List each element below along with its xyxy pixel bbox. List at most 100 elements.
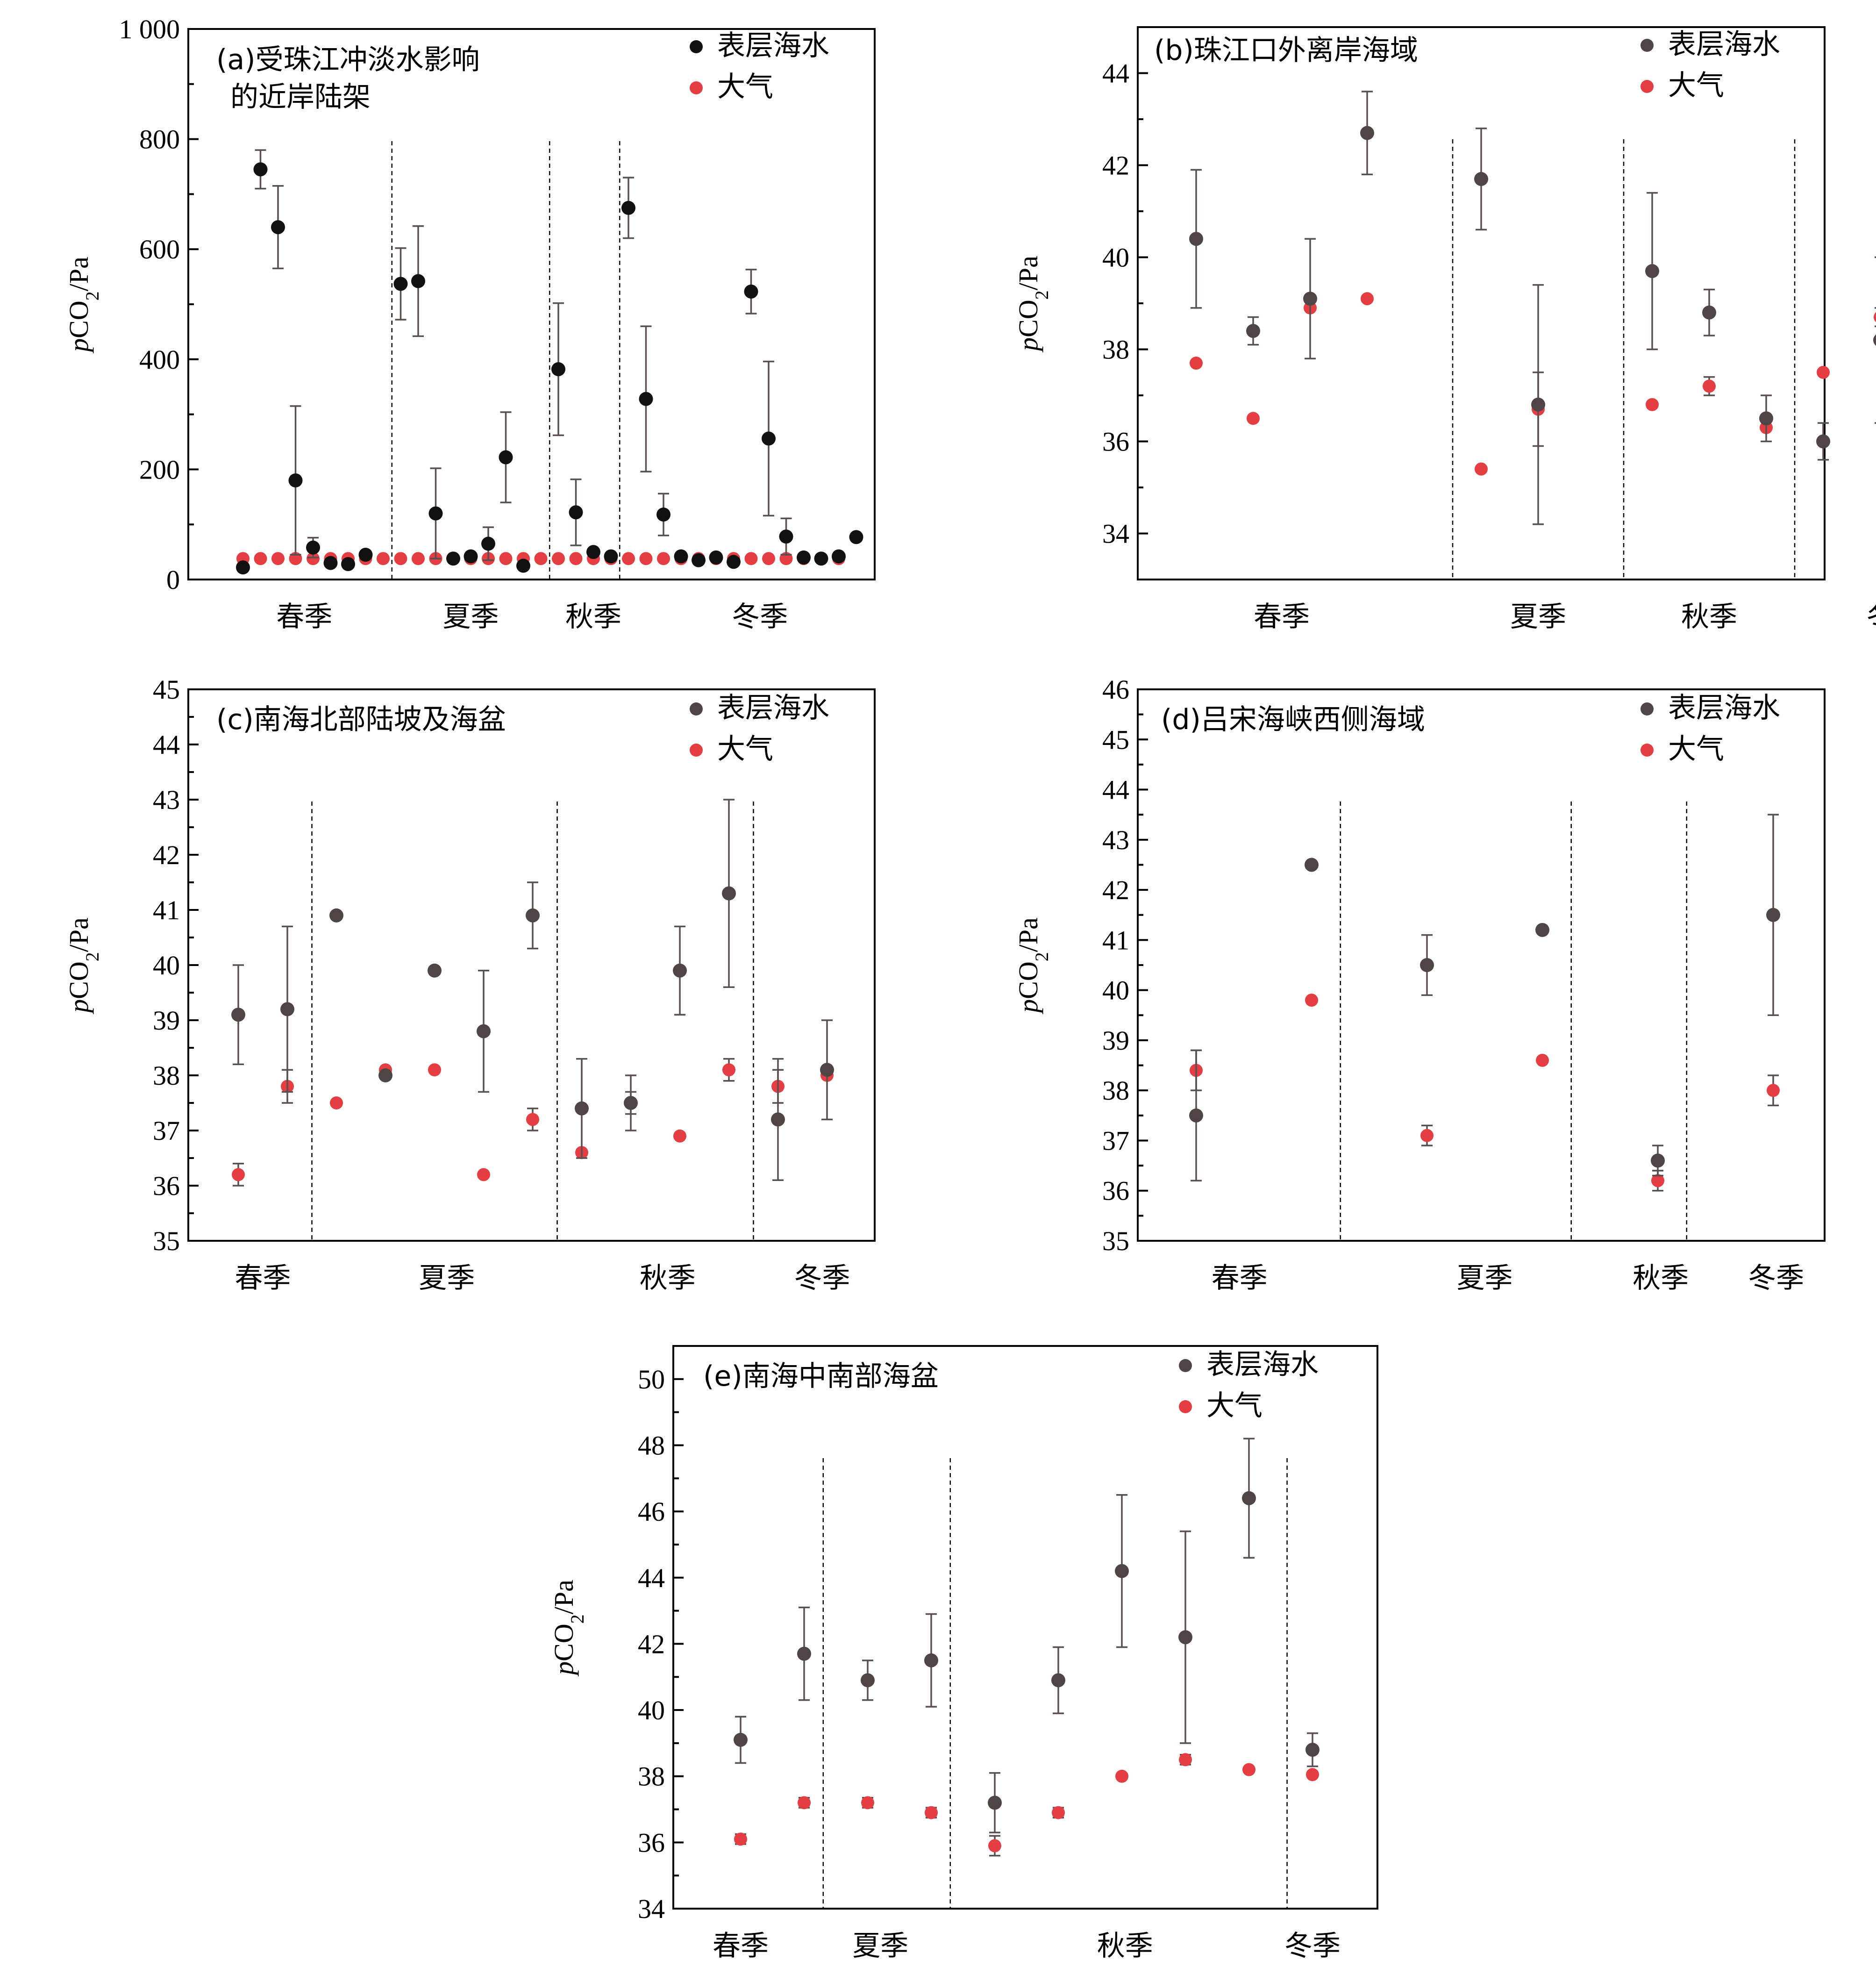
y-tick-label: 0: [166, 565, 180, 595]
air-point: [477, 1168, 490, 1181]
legend-entry: 表层海水: [1668, 28, 1780, 61]
seawater-point: [1115, 1564, 1129, 1578]
air-point: [988, 1839, 1001, 1853]
seawater-point: [727, 555, 741, 569]
y-tick-label: 36: [1102, 1176, 1129, 1206]
air-point: [394, 552, 407, 565]
y-tick-label: 45: [1102, 724, 1129, 755]
air-point: [377, 552, 390, 565]
seawater-point: [1189, 232, 1203, 246]
air-point: [657, 552, 670, 565]
air-point: [622, 552, 635, 565]
season-label: 秋季: [1633, 1262, 1689, 1295]
season-label: 夏季: [419, 1262, 475, 1295]
season-label: 春季: [713, 1930, 769, 1962]
panel-title: (b)珠江口外离岸海域: [1154, 34, 1418, 67]
y-tick-label: 42: [1102, 150, 1129, 181]
legend-entry: 大气: [717, 733, 773, 766]
season-label: 春季: [235, 1262, 291, 1295]
seawater-point: [481, 537, 495, 551]
y-tick-label: 46: [638, 1496, 665, 1527]
panel-b: 34 36 38 40 42 44 pCO2/Pa 春季 夏季 秋季 冬季 (b)珠江口外离岸海域 表层…: [1013, 26, 1876, 633]
y-axis-label: pCO2/Pa: [549, 1580, 588, 1677]
seawater-point: [861, 1673, 875, 1688]
season-label: 冬季: [1284, 1930, 1341, 1962]
y-tick-label: 40: [638, 1695, 665, 1725]
y-tick-label: 40: [153, 950, 180, 980]
seawater-point: [323, 556, 338, 570]
seawater-point: [673, 963, 687, 978]
air-point: [1817, 365, 1830, 379]
air-point: [499, 552, 513, 565]
panel-e: 34 36 38 40 42 44 46 48 50 pCO2/Pa 春季 夏季 秋季 冬季 (e)南海中南…: [549, 1345, 1378, 1962]
seawater-point: [832, 549, 846, 564]
air-point: [639, 552, 653, 565]
seawater-point: [734, 1732, 748, 1747]
seawater-point: [526, 908, 540, 923]
seawater-point: [722, 886, 736, 901]
air-point: [925, 1806, 938, 1819]
season-label: 秋季: [640, 1262, 696, 1295]
seawater-point: [411, 274, 425, 288]
seawater-point: [1420, 958, 1434, 972]
seawater-point: [1360, 126, 1374, 140]
seawater-point: [499, 450, 513, 465]
seawater-point: [428, 506, 443, 521]
plot-frame: [187, 688, 876, 1242]
y-tick-label: 37: [1102, 1125, 1129, 1156]
season-label: 冬季: [794, 1262, 850, 1295]
y-tick-label: 44: [638, 1563, 665, 1593]
legend-entry: 大气: [1668, 733, 1724, 766]
air-point: [1703, 379, 1716, 393]
seawater-point: [744, 284, 758, 299]
seawater-point: [1305, 858, 1319, 872]
y-tick-label: 34: [1102, 519, 1129, 549]
legend-marker: [1641, 39, 1654, 52]
air-point: [744, 552, 758, 565]
panel-d: 35 36 37 38 39 40 41 42 43 44 45 46 pCO2/Pa 春季 夏季 秋季 冬季 (…: [1013, 674, 1826, 1295]
seawater-point: [586, 545, 600, 559]
legend-entry: 表层海水: [1668, 692, 1780, 724]
seawater-point: [341, 557, 355, 572]
air-point: [734, 1832, 747, 1846]
seawater-point: [621, 200, 635, 215]
y-tick-label: 44: [1102, 58, 1129, 89]
season-label: 春季: [276, 601, 332, 633]
air-point: [1420, 1129, 1434, 1142]
seawater-point: [569, 505, 583, 520]
seawater-point: [1766, 908, 1780, 922]
seawater-point: [236, 560, 250, 575]
seawater-point: [779, 530, 793, 544]
seawater-point: [849, 530, 863, 544]
seawater-point: [329, 908, 343, 923]
air-point: [1179, 1753, 1192, 1767]
seawater-point: [1531, 397, 1545, 412]
season-label: 秋季: [1681, 601, 1737, 633]
panel-title: (a)受珠江冲淡水影响: [216, 43, 480, 76]
seawater-point: [428, 963, 442, 978]
season-label: 夏季: [852, 1930, 908, 1962]
air-point: [1306, 1768, 1319, 1782]
seawater-point: [477, 1024, 491, 1038]
y-tick-label: 45: [153, 674, 180, 705]
air-point: [1242, 1763, 1255, 1776]
seawater-point: [771, 1112, 785, 1127]
seawater-point: [253, 162, 268, 177]
air-point: [1305, 994, 1318, 1007]
seawater-point: [1189, 1108, 1203, 1123]
season-label: 冬季: [1867, 601, 1876, 633]
legend-marker: [690, 744, 703, 757]
y-axis-label: pCO2/Pa: [1013, 256, 1052, 353]
seawater-point: [516, 558, 530, 573]
season-label: 秋季: [565, 601, 621, 633]
air-point: [254, 552, 267, 565]
y-tick-label: 41: [153, 895, 180, 925]
y-tick-label: 38: [1102, 1075, 1129, 1106]
seawater-point: [988, 1796, 1002, 1810]
y-tick-label: 43: [153, 785, 180, 815]
seawater-point: [1651, 1153, 1665, 1168]
y-tick-label: 200: [139, 454, 180, 485]
air-point: [1361, 292, 1374, 306]
y-tick-label: 40: [1102, 243, 1129, 273]
air-point: [1115, 1769, 1128, 1783]
